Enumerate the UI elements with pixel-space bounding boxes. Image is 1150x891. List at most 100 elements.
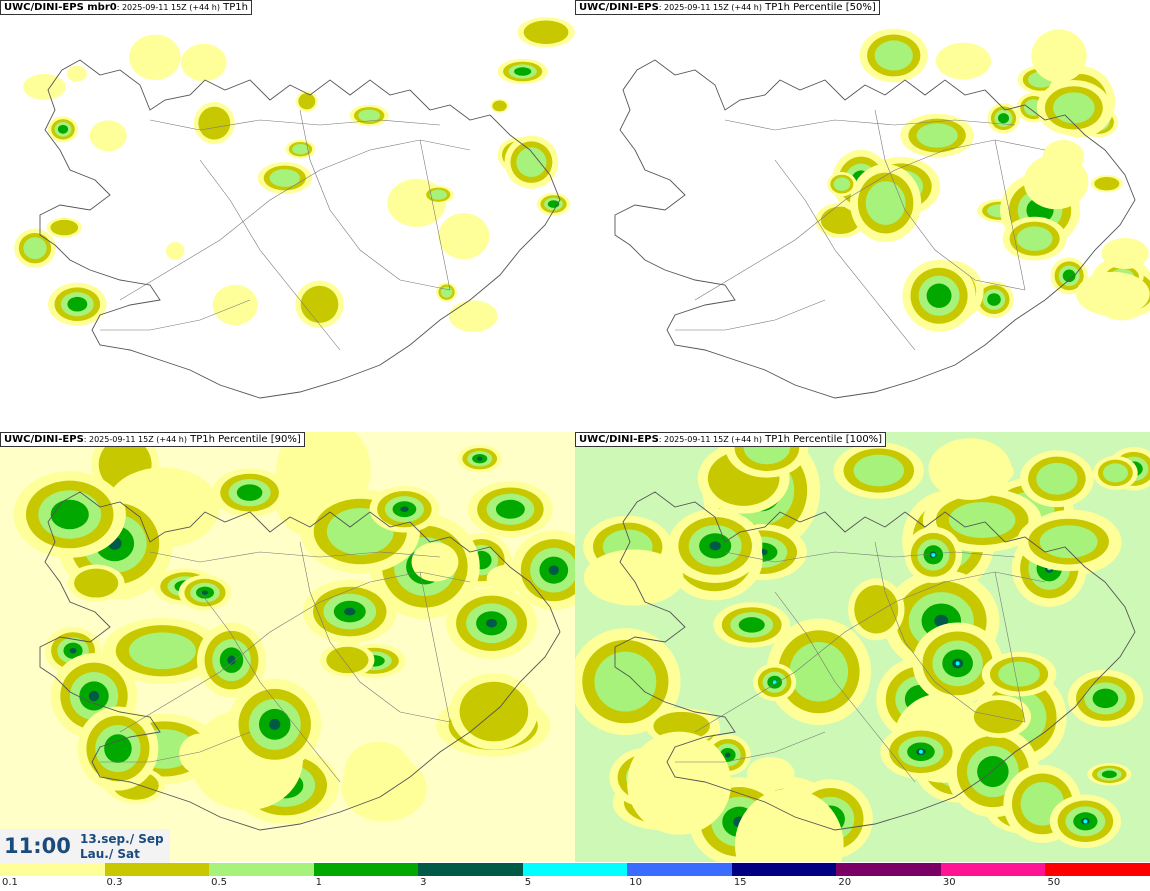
precip-area [477, 456, 483, 461]
precip-area [935, 42, 992, 80]
road-line [100, 731, 251, 763]
road-line [100, 299, 251, 331]
precip-area [1094, 176, 1120, 191]
precip-area [1062, 269, 1076, 283]
road-line [774, 159, 916, 351]
precip-area [50, 219, 79, 236]
legend-label: 5 [524, 877, 532, 888]
panel-title: UWC/DINI-EPS: 2025-09-11 15Z (+44 h) TP1… [575, 432, 887, 447]
precip-area [300, 285, 339, 323]
coastline [39, 491, 561, 831]
precip-area [23, 237, 47, 260]
precip-area [438, 213, 490, 260]
precip-area [440, 286, 453, 298]
precip-area [523, 20, 569, 45]
precip-area [180, 43, 227, 82]
precip-area [69, 647, 77, 654]
precip-area [916, 123, 958, 148]
road-line [874, 541, 1026, 723]
legend-label: 15 [733, 877, 747, 888]
precip-area [1076, 271, 1150, 316]
precip-area [292, 143, 309, 155]
precip-area [548, 565, 559, 575]
legend-label: 30 [942, 877, 956, 888]
road-line [419, 571, 451, 723]
precip-area [129, 34, 181, 81]
color-legend: 0.1 0.3 0.5 1 3 5 10 15 20 30 50 [0, 863, 1150, 891]
precip-area [998, 661, 1040, 687]
map-panel-member0: UWC/DINI-EPS mbr0: 2025-09-11 15Z (+44 h… [0, 0, 575, 430]
precip-area [411, 542, 459, 582]
precip-area [1101, 237, 1149, 270]
precip-area [212, 284, 258, 326]
precip-area [57, 124, 69, 134]
legend-label: 50 [1047, 877, 1061, 888]
precip-area [198, 106, 231, 140]
road-line [419, 139, 451, 291]
precip-area [724, 752, 731, 758]
road-line [694, 139, 1046, 301]
precip-area [448, 300, 498, 333]
legend-swatch [731, 863, 837, 876]
legend-label: 0.5 [211, 877, 227, 888]
precip-area [853, 454, 905, 487]
legend-swatch [1045, 863, 1150, 876]
legend-swatch [104, 863, 210, 876]
precip-area [67, 296, 88, 312]
legend-swatch [522, 863, 628, 876]
precip-area [1083, 819, 1088, 824]
precip-area [583, 549, 684, 606]
precip-area [789, 641, 849, 702]
precip-area [104, 734, 132, 763]
precip-area [734, 788, 844, 862]
precip-area [516, 147, 547, 178]
valid-day: Lau./ Sat [80, 847, 140, 861]
legend-color-bar [0, 863, 1150, 876]
road-line [149, 551, 441, 563]
road-line [874, 109, 1026, 291]
road-line [299, 541, 451, 723]
legend-label: 1 [315, 877, 322, 888]
precip-area [865, 181, 906, 225]
legend-swatch [313, 863, 419, 876]
precip-area [400, 506, 409, 512]
valid-time-box: 11:00 13.sep./ Sep Lau./ Sat [0, 829, 170, 863]
precip-map-4 [575, 432, 1150, 862]
road-line [675, 731, 826, 763]
precip-area [201, 590, 209, 595]
legend-label: 0.3 [106, 877, 123, 888]
precip-area [594, 651, 657, 712]
precip-area [918, 749, 923, 754]
road-line [774, 591, 916, 783]
legend-label: 3 [420, 877, 427, 888]
precip-map-3 [0, 432, 575, 862]
precip-area [709, 541, 721, 551]
map-panel-p50: UWC/DINI-EPS: 2025-09-11 15Z (+44 h) TP1… [575, 0, 1150, 430]
precip-area [179, 733, 222, 775]
precip-area [1101, 770, 1117, 779]
precip-area [928, 438, 1012, 500]
precip-area [269, 718, 281, 730]
precip-area [874, 40, 913, 71]
road-line [149, 119, 441, 131]
legend-label: 0.1 [2, 877, 18, 888]
coastline [39, 59, 561, 399]
valid-date: 13.sep./ Sep [80, 832, 164, 846]
road-line [694, 571, 1046, 733]
road-line [994, 139, 1026, 291]
precip-area [236, 484, 263, 501]
precip-area [987, 293, 1001, 306]
precip-area [66, 65, 87, 82]
precip-area [738, 617, 765, 633]
road-line [119, 139, 471, 301]
road-line [199, 591, 341, 783]
legend-label: 10 [629, 877, 642, 888]
road-line [724, 119, 1016, 131]
precip-area [88, 690, 100, 702]
precip-area [326, 646, 369, 674]
precip-area [429, 189, 447, 200]
road-line [199, 159, 341, 351]
precip-area [341, 755, 427, 822]
precip-area [514, 67, 532, 76]
legend-swatch [0, 863, 105, 876]
